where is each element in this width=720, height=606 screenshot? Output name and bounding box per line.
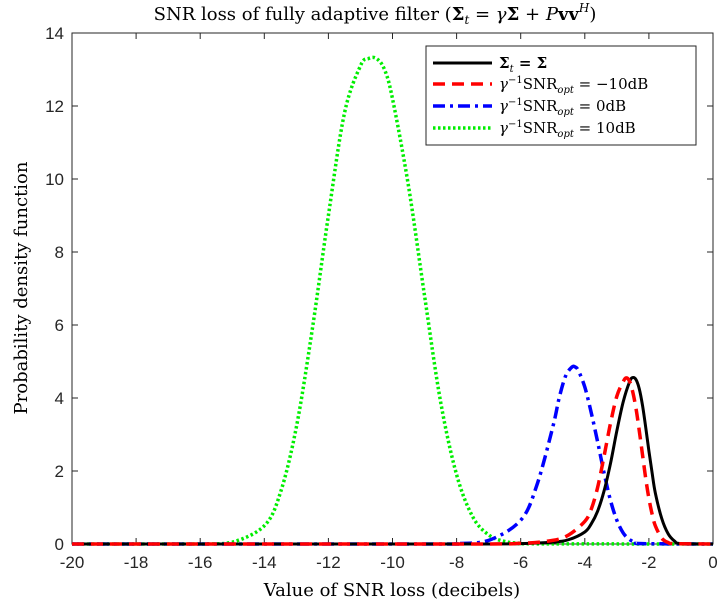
y-axis-label: Probability density function	[11, 161, 32, 414]
x-axis-label: Value of SNR loss (decibels)	[263, 580, 520, 601]
x-tick-label: -18	[124, 553, 149, 572]
chart-title: SNR loss of fully adaptive filter (Σt = …	[154, 1, 597, 27]
x-tick-label: -2	[641, 553, 656, 572]
x-tick-label: -14	[252, 553, 277, 572]
y-tick-label: 10	[45, 170, 64, 189]
series-lines	[72, 55, 714, 546]
x-tick-label: -8	[449, 553, 464, 572]
series-line-2	[72, 364, 714, 546]
legend-entry-3: γ−1SNRopt = 10dB	[499, 119, 636, 140]
y-tick-label: 8	[55, 243, 64, 262]
x-tick-label: 0	[708, 553, 717, 572]
x-tick-label: -10	[380, 553, 405, 572]
series-line-3	[72, 55, 714, 546]
x-tick-label: -16	[188, 553, 213, 572]
series-line-0	[72, 375, 714, 546]
legend-entry-0: Σt = Σ	[499, 54, 547, 75]
legend: Σt = Σ γ−1SNRopt = −10dB γ−1SNRopt = 0dB…	[425, 45, 697, 146]
y-tick-label: 6	[55, 316, 64, 335]
y-tick-label: 2	[55, 462, 64, 481]
y-tick-label: 4	[55, 389, 64, 408]
y-tick-label: 14	[45, 24, 64, 43]
y-tick-label: 0	[55, 535, 64, 554]
x-tick-label: -4	[577, 553, 592, 572]
x-tick-label: -12	[316, 553, 341, 572]
x-tick-label: -20	[60, 553, 85, 572]
legend-entry-1: γ−1SNRopt = −10dB	[499, 75, 648, 96]
legend-entry-2: γ−1SNRopt = 0dB	[499, 97, 626, 118]
series-line-1	[72, 376, 714, 546]
y-tick-label: 12	[45, 97, 64, 116]
x-tick-label: -6	[513, 553, 528, 572]
